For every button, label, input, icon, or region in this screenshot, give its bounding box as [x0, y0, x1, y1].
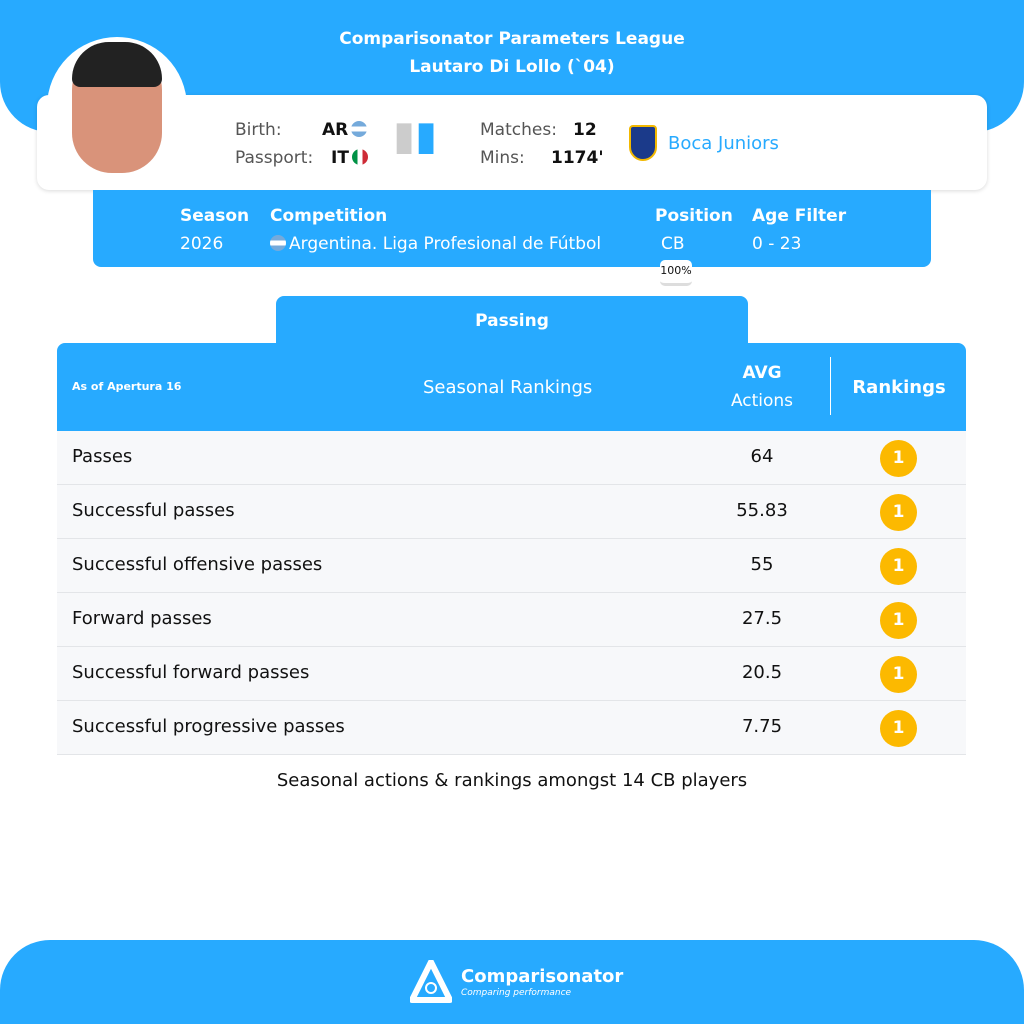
comparisonator-logo-icon [410, 960, 452, 1003]
table-row: Successful passes 55.83 1 [57, 485, 966, 539]
passport-label: Passport: [235, 148, 314, 168]
season-value[interactable]: 2026 [180, 234, 224, 254]
passport-value: IT [331, 148, 368, 168]
competition-label: Competition [270, 206, 388, 226]
argentina-flag-icon [270, 235, 286, 251]
filter-bar: Season 2026 Competition Argentina. Liga … [93, 190, 931, 267]
player-card [37, 95, 987, 190]
matches-label: Matches: [480, 120, 557, 140]
mins-value: 1174' [551, 148, 604, 168]
player-name: Lautaro Di Lollo (`04) [409, 57, 615, 77]
rankings-header: Rankings [852, 377, 946, 398]
matches-value: 12 [573, 120, 597, 140]
position-value[interactable]: CB [661, 234, 685, 254]
tab-passing[interactable]: Passing [276, 296, 748, 344]
metric-name: Passes [72, 446, 133, 467]
mins-label: Mins: [480, 148, 525, 168]
metric-avg: 7.75 [741, 716, 783, 737]
metric-name: Forward passes [72, 608, 212, 629]
competition-value[interactable]: Argentina. Liga Profesional de Fútbol [270, 234, 601, 254]
italy-flag-icon [351, 149, 368, 165]
footnote: Seasonal actions & rankings amongst 14 C… [276, 770, 748, 791]
table-row: Successful progressive passes 7.75 1 [57, 701, 966, 755]
rank-badge: 1 [880, 656, 917, 693]
table-row: Forward passes 27.5 1 [57, 593, 966, 647]
birth-label: Birth: [235, 120, 282, 140]
argentina-flag-icon [351, 121, 368, 137]
club-name[interactable]: Boca Juniors [668, 133, 779, 154]
brand-name: Comparisonator [461, 966, 624, 987]
rank-badge: 1 [880, 494, 917, 531]
position-label: Position [655, 206, 733, 226]
avg-header: AVG [742, 363, 782, 383]
as-of-label: As of Apertura 16 [72, 380, 182, 393]
brand-tagline: Comparing performance [461, 988, 572, 998]
table-header: As of Apertura 16 Seasonal Rankings AVG … [57, 343, 966, 431]
season-label: Season [180, 206, 250, 226]
metric-avg: 20.5 [741, 662, 783, 683]
metric-avg: 55 [750, 554, 774, 575]
league-title: Comparisonator Parameters League [339, 29, 685, 49]
table-row: Passes 64 1 [57, 431, 966, 485]
rank-badge: 1 [880, 710, 917, 747]
table-row: Successful offensive passes 55 1 [57, 539, 966, 593]
table-row: Successful forward passes 20.5 1 [57, 647, 966, 701]
position-percentage: 100% [660, 260, 692, 286]
footer: Comparisonator Comparing performance [0, 940, 1024, 1024]
age-filter-value[interactable]: 0 - 23 [752, 234, 802, 254]
metric-name: Successful forward passes [72, 662, 310, 683]
age-filter-label: Age Filter [752, 206, 847, 226]
rank-badge: 1 [880, 548, 917, 585]
metric-avg: 27.5 [741, 608, 783, 629]
rank-badge: 1 [880, 440, 917, 477]
player-photo [47, 37, 187, 180]
metric-avg: 64 [750, 446, 774, 467]
metric-name: Successful passes [72, 500, 235, 521]
birth-value: AR [322, 120, 368, 140]
table-title: Seasonal Rankings [423, 377, 593, 398]
club-crest-icon [629, 125, 657, 161]
rank-badge: 1 [880, 602, 917, 639]
actions-header: Actions [730, 391, 794, 411]
metric-name: Successful offensive passes [72, 554, 323, 575]
metric-name: Successful progressive passes [72, 716, 345, 737]
metric-avg: 55.83 [736, 500, 788, 521]
feet-icon: ▮▮ [393, 113, 438, 159]
